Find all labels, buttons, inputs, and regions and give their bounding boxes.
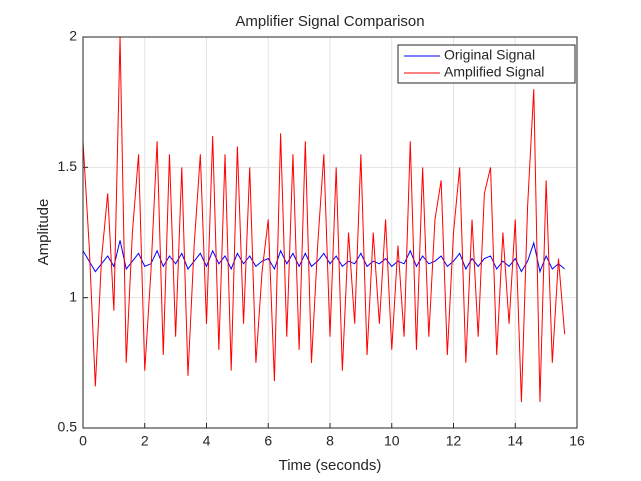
x-tick-label: 4: [203, 433, 211, 449]
y-tick-label: 2: [69, 28, 77, 44]
y-tick-label: 1: [69, 288, 77, 304]
y-tick-label: 0.5: [58, 419, 78, 435]
x-tick-label: 2: [141, 433, 149, 449]
legend-label: Original Signal: [444, 47, 535, 63]
x-tick-label: 14: [507, 433, 523, 449]
series-line: [82, 240, 565, 274]
y-tick-label: 1.5: [58, 158, 78, 174]
axes-box: [82, 36, 578, 429]
legend-box: [397, 44, 576, 84]
x-tick-label: 10: [384, 433, 400, 449]
series-line: [82, 36, 566, 402]
x-tick-label: 12: [446, 433, 462, 449]
legend-label: Amplified Signal: [444, 64, 544, 80]
x-tick-label: 0: [79, 433, 87, 449]
x-axis-label: Time (seconds): [279, 457, 382, 474]
chart-title: Amplifier Signal Comparison: [235, 13, 424, 30]
x-tick-label: 6: [264, 433, 272, 449]
y-axis-label: Amplitude: [35, 199, 52, 266]
x-tick-label: 16: [569, 433, 585, 449]
x-tick-label: 8: [326, 433, 334, 449]
